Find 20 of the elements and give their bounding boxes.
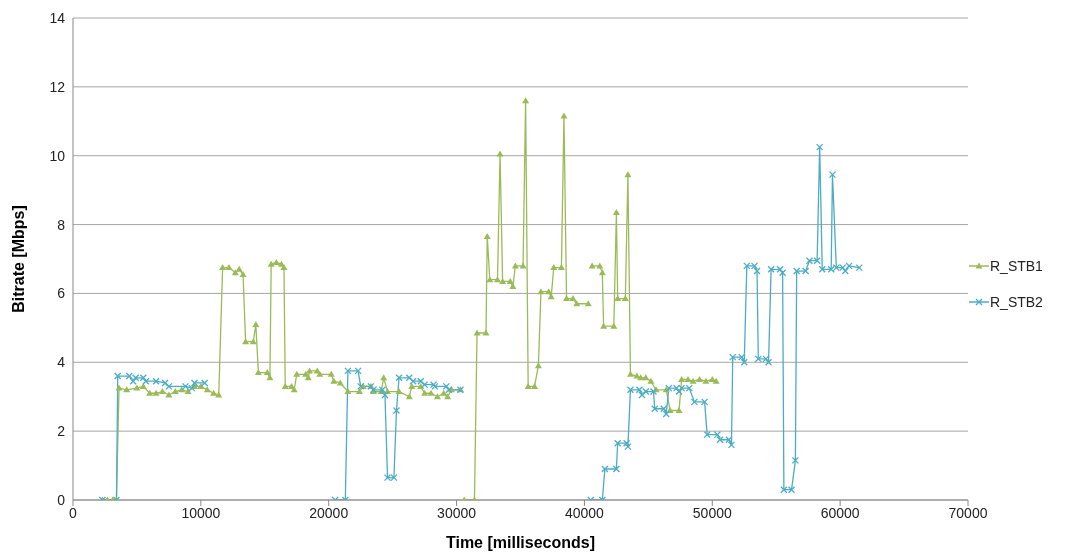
legend-label: R_STB1: [990, 258, 1043, 274]
x-tick-label: 0: [69, 504, 78, 521]
x-tick-label: 40000: [564, 504, 605, 521]
y-tick-label: 12: [49, 78, 66, 95]
y-tick-label: 6: [57, 285, 66, 302]
x-tick-label: 70000: [948, 504, 988, 521]
x-tick-label: 30000: [437, 504, 477, 521]
y-tick-label: 10: [49, 147, 66, 164]
x-axis-title: Time [milliseconds]: [445, 534, 596, 551]
y-tick-label: 8: [57, 216, 66, 233]
y-tick-label: 2: [57, 423, 66, 440]
x-tick-label: 10000: [181, 504, 221, 521]
y-tick-label: 14: [49, 9, 66, 26]
y-tick-label: 4: [57, 354, 66, 371]
x-tick-label: 50000: [692, 504, 732, 521]
y-axis-title: Bitrate [Mbps]: [9, 205, 27, 313]
x-tick-label: 60000: [820, 504, 860, 521]
x-tick-label: 20000: [309, 504, 349, 521]
legend-label: R_STB2: [990, 294, 1043, 310]
y-tick-label: 0: [57, 491, 66, 508]
